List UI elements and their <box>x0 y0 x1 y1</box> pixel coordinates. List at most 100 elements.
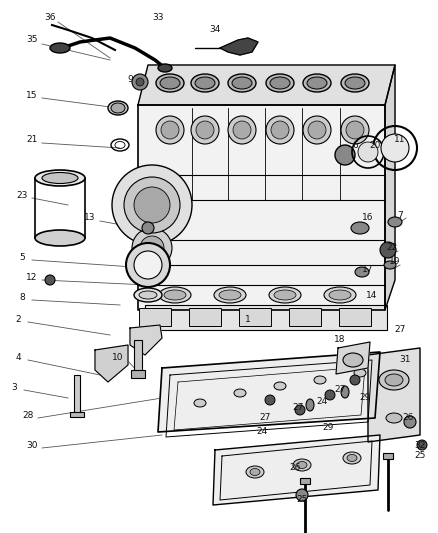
Text: 26: 26 <box>290 464 301 472</box>
Ellipse shape <box>35 170 85 186</box>
Ellipse shape <box>228 74 256 92</box>
Circle shape <box>358 142 378 162</box>
Bar <box>300 478 310 484</box>
Text: 15: 15 <box>26 91 38 100</box>
Bar <box>289 308 321 326</box>
Text: 34: 34 <box>209 26 221 35</box>
Circle shape <box>346 121 364 139</box>
Circle shape <box>308 121 326 139</box>
Ellipse shape <box>345 77 365 89</box>
Polygon shape <box>336 342 370 374</box>
Ellipse shape <box>164 290 186 300</box>
Circle shape <box>417 440 427 450</box>
Circle shape <box>142 222 154 234</box>
Text: 20: 20 <box>369 141 381 149</box>
Ellipse shape <box>219 290 241 300</box>
Circle shape <box>271 121 289 139</box>
Text: 14: 14 <box>366 290 378 300</box>
Circle shape <box>295 405 305 415</box>
Ellipse shape <box>388 217 402 227</box>
Text: 29: 29 <box>322 424 334 432</box>
Bar <box>383 453 393 459</box>
Circle shape <box>325 390 335 400</box>
Text: 32: 32 <box>414 440 426 449</box>
Ellipse shape <box>194 399 206 407</box>
Polygon shape <box>130 325 162 355</box>
Ellipse shape <box>297 462 307 469</box>
Text: 36: 36 <box>44 13 56 22</box>
Polygon shape <box>158 352 380 432</box>
Ellipse shape <box>108 101 128 115</box>
Polygon shape <box>385 65 395 310</box>
Ellipse shape <box>355 267 369 277</box>
Ellipse shape <box>139 291 157 299</box>
Text: 16: 16 <box>362 214 374 222</box>
Circle shape <box>161 121 179 139</box>
Bar <box>145 305 387 330</box>
Text: 29: 29 <box>359 393 371 402</box>
Circle shape <box>404 416 416 428</box>
Ellipse shape <box>134 288 162 302</box>
Text: 27: 27 <box>334 385 346 394</box>
Ellipse shape <box>341 386 349 398</box>
Text: 31: 31 <box>399 356 411 365</box>
Text: 11: 11 <box>394 135 406 144</box>
Ellipse shape <box>191 74 219 92</box>
Polygon shape <box>220 38 258 55</box>
Text: 8: 8 <box>19 294 25 303</box>
Ellipse shape <box>384 261 396 269</box>
Circle shape <box>45 275 55 285</box>
Circle shape <box>132 74 148 90</box>
Text: 10: 10 <box>112 353 124 362</box>
Ellipse shape <box>159 287 191 303</box>
Ellipse shape <box>42 173 78 183</box>
Circle shape <box>140 236 164 260</box>
Circle shape <box>156 116 184 144</box>
Circle shape <box>233 121 251 139</box>
Text: 33: 33 <box>152 13 164 22</box>
Text: 26: 26 <box>403 414 413 423</box>
Polygon shape <box>213 435 380 505</box>
Text: 30: 30 <box>26 440 38 449</box>
Ellipse shape <box>343 452 361 464</box>
Text: 21: 21 <box>26 135 38 144</box>
Text: 1: 1 <box>245 316 251 325</box>
Circle shape <box>134 187 170 223</box>
Ellipse shape <box>156 74 184 92</box>
Circle shape <box>381 134 409 162</box>
Ellipse shape <box>293 459 311 471</box>
Ellipse shape <box>232 77 252 89</box>
Ellipse shape <box>160 77 180 89</box>
Ellipse shape <box>324 287 356 303</box>
Circle shape <box>266 116 294 144</box>
Text: 23: 23 <box>16 190 28 199</box>
Text: 7: 7 <box>397 211 403 220</box>
Circle shape <box>380 242 396 258</box>
Text: 5: 5 <box>19 254 25 262</box>
Polygon shape <box>138 65 395 105</box>
Text: 24: 24 <box>316 398 328 407</box>
Ellipse shape <box>274 290 296 300</box>
Polygon shape <box>138 105 385 310</box>
Circle shape <box>136 78 144 86</box>
Ellipse shape <box>341 74 369 92</box>
Ellipse shape <box>329 290 351 300</box>
Circle shape <box>112 165 192 245</box>
Ellipse shape <box>246 466 264 478</box>
Circle shape <box>335 145 355 165</box>
Bar <box>74 375 80 415</box>
Text: 24: 24 <box>256 427 268 437</box>
Ellipse shape <box>386 413 402 423</box>
Ellipse shape <box>270 77 290 89</box>
Text: 27: 27 <box>259 414 271 423</box>
Polygon shape <box>368 348 420 442</box>
Circle shape <box>350 375 360 385</box>
Text: 27: 27 <box>292 403 304 413</box>
Ellipse shape <box>343 353 363 367</box>
Ellipse shape <box>158 64 172 72</box>
Text: 13: 13 <box>84 214 96 222</box>
Ellipse shape <box>269 287 301 303</box>
Text: 25: 25 <box>297 496 307 505</box>
Circle shape <box>126 243 170 287</box>
Polygon shape <box>95 345 128 382</box>
